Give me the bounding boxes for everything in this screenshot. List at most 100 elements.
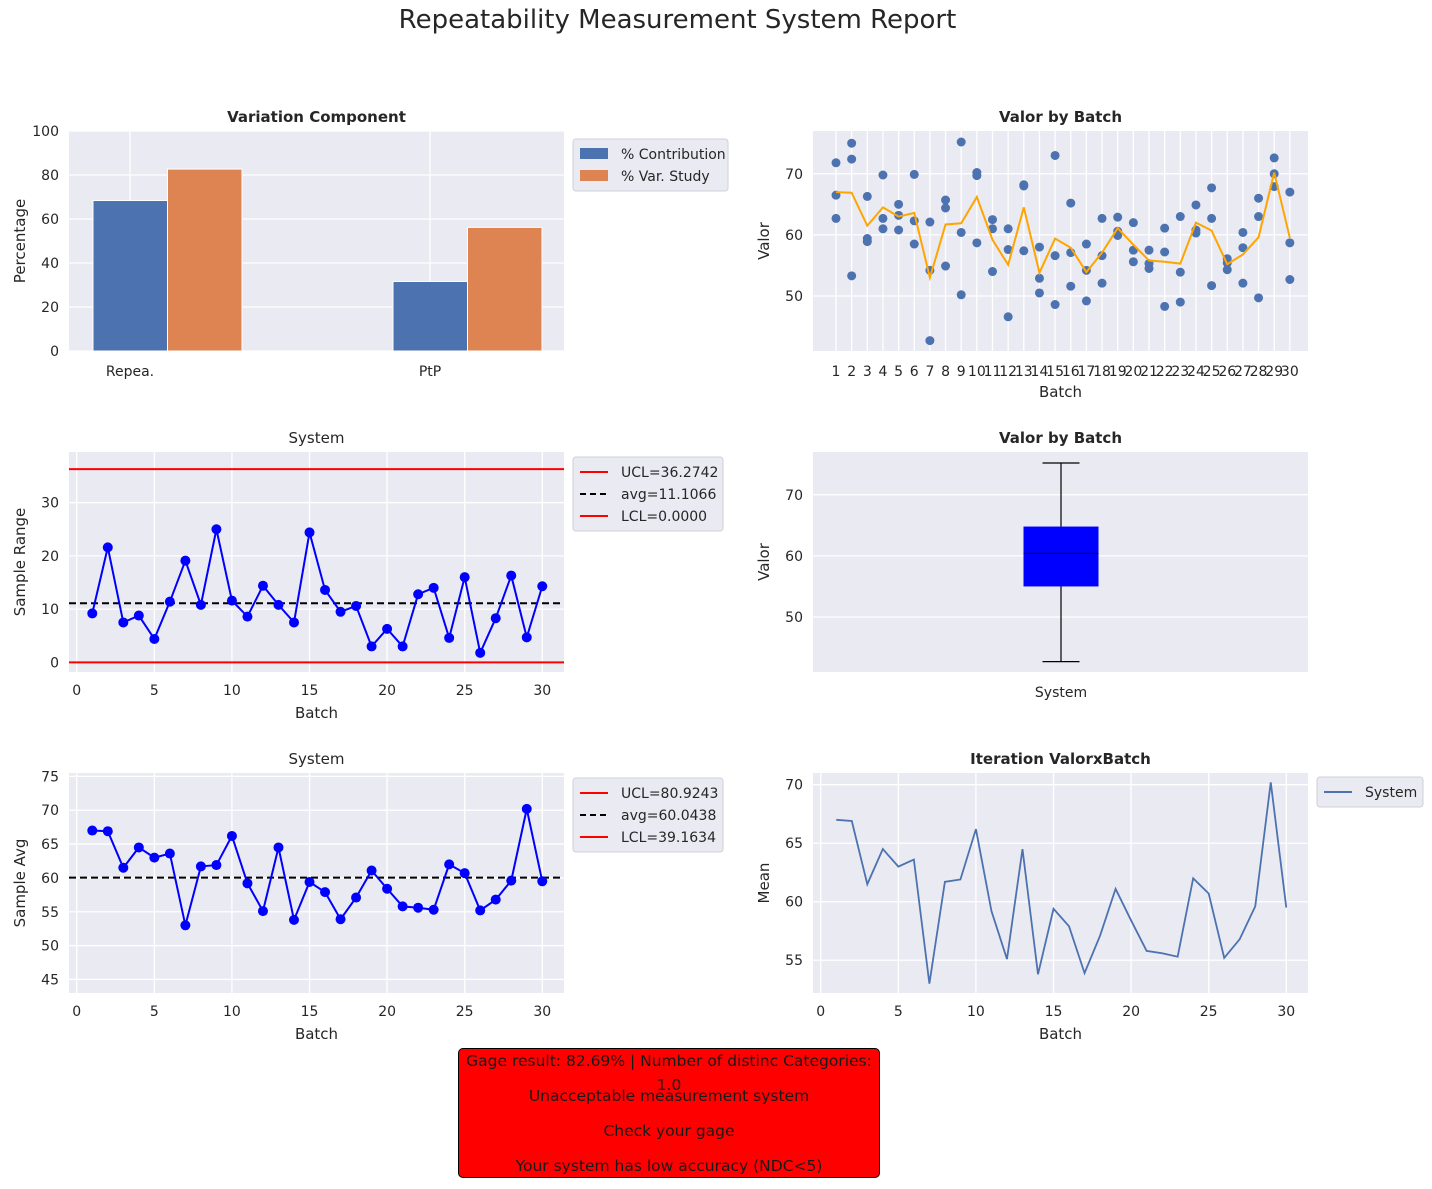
panel-variation: Variation Component Percentage 0 20 40 60 80 10… [11, 108, 729, 380]
sample-point [428, 904, 439, 915]
y-tick-label: 80 [41, 168, 59, 184]
scatter-point [1034, 288, 1044, 298]
scatter-point [941, 261, 951, 271]
scatter-point [894, 225, 904, 235]
panel-iteration: Iteration ValorxBatch Batch Mean 55 60 65 70 0 5… [755, 750, 1424, 1043]
scatter-point [1144, 245, 1154, 255]
scatter-point [972, 171, 982, 181]
y-tick-label: 55 [41, 905, 59, 921]
accuracy-text: Your system has low accuracy (NDC<5) [515, 1157, 823, 1175]
x-tick-label: 19 [1109, 364, 1127, 380]
legend: System [1316, 776, 1424, 808]
sample-point [382, 883, 393, 894]
scatter-point [988, 215, 997, 225]
y-tick-label: 70 [41, 803, 59, 819]
bar [467, 226, 543, 352]
y-tick-label: 60 [785, 228, 803, 244]
x-tick-label: 5 [150, 683, 159, 699]
x-tick-label: 24 [1187, 364, 1205, 380]
sample-point [459, 572, 470, 583]
scatter-point [925, 336, 935, 346]
sample-point [242, 878, 253, 889]
sample-line [91, 529, 544, 657]
x-tick-label: 13 [1015, 364, 1033, 380]
y-tick-label: 40 [41, 256, 59, 272]
series-line [836, 782, 1288, 984]
x-tick-label: 1 [832, 364, 841, 380]
scatter-point [1034, 242, 1044, 252]
sample-point [164, 596, 175, 607]
sample-point [506, 875, 517, 886]
scatter-point [972, 238, 982, 248]
mean-line [835, 172, 1291, 282]
legend-frame [572, 777, 724, 853]
panel-valor_box: Valor by Batch Valor 50 60 70 System [755, 429, 1308, 701]
y-tick-label: 70 [785, 167, 803, 183]
scatter-point [1175, 267, 1185, 277]
scatter-point [847, 138, 857, 148]
x-tick-label: 15 [301, 683, 319, 699]
scatter-point [1207, 183, 1217, 193]
y-tick-label: 75 [41, 769, 59, 785]
chart-title: System [289, 750, 345, 768]
scatter-point [1066, 198, 1076, 208]
sample-point [180, 555, 191, 566]
legend-frame [572, 456, 724, 532]
scatter-point [1144, 264, 1154, 273]
sample-point [413, 589, 424, 600]
x-tick-label: 7 [925, 364, 934, 380]
sample-point [149, 633, 160, 644]
sample-point [382, 623, 393, 634]
sample-point [351, 600, 362, 611]
sample-point [413, 902, 424, 913]
x-tick-label: 25 [456, 683, 474, 699]
x-axis-label: Batch [295, 704, 338, 722]
scatter-point [1019, 181, 1029, 191]
x-tick-label: 30 [533, 683, 551, 699]
chart-title: Valor by Batch [999, 108, 1122, 126]
sample-point [320, 887, 331, 898]
scatter-point [1050, 150, 1060, 160]
sample-point [459, 868, 470, 879]
y-axis-label: Mean [755, 863, 773, 904]
scatter-point [956, 290, 966, 300]
x-axis-label: Batch [1039, 1025, 1082, 1043]
x-tick-label: 30 [1281, 364, 1299, 380]
sample-point [149, 852, 160, 863]
legend-entry: avg=11.1066 [621, 487, 716, 503]
sample-point [366, 641, 377, 652]
y-tick-label: 30 [41, 496, 59, 512]
y-tick-label: 20 [41, 549, 59, 565]
legend-entry: % Var. Study [621, 169, 710, 185]
scatter-point [1081, 296, 1091, 306]
sample-point [226, 595, 237, 606]
sample-point [289, 617, 299, 628]
scatter-point [1254, 212, 1264, 222]
x-tick-label: 17 [1077, 364, 1095, 380]
y-tick-label: 60 [785, 895, 803, 911]
chart-title: System [289, 429, 345, 447]
x-tick-label: 26 [1218, 364, 1236, 380]
x-tick-label: 16 [1062, 364, 1080, 380]
sample-point [87, 608, 98, 619]
scatter-point [878, 213, 888, 223]
scatter-point [1238, 278, 1248, 288]
acceptance-text: Unacceptable measurement system [528, 1087, 810, 1105]
y-tick-label: 55 [785, 953, 803, 969]
x-tick-label: Repea. [106, 364, 154, 380]
scatter-point [878, 224, 888, 234]
sample-point [211, 524, 222, 535]
y-axis-label: Valor [755, 542, 773, 581]
sample-point [87, 825, 98, 836]
sample-point [444, 632, 455, 643]
y-tick-label: 20 [41, 300, 59, 316]
y-tick-label: 65 [785, 836, 803, 852]
scatter-point [1207, 213, 1217, 223]
panel-avg_chart: System Batch Sample Avg 45 50 55 60 65 70 75 0 5 10 1… [11, 750, 724, 1043]
x-tick-label: 25 [456, 1004, 474, 1020]
y-tick-label: 100 [32, 124, 59, 140]
x-tick-label: 27 [1234, 364, 1252, 380]
sample-point [211, 860, 222, 871]
